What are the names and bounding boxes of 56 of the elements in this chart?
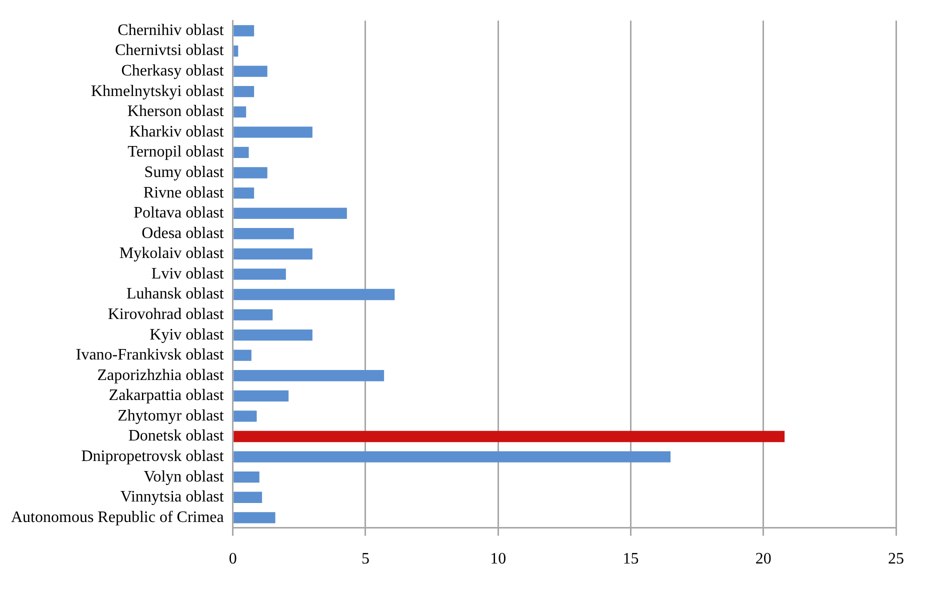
y-tick-label: Zaporizhzhia oblast <box>97 366 224 384</box>
bar <box>234 86 254 98</box>
y-tick-label: Sumy oblast <box>144 164 224 181</box>
y-tick-label: Dnipropetrovsk oblast <box>81 448 224 465</box>
x-tick-label: 25 <box>888 550 904 568</box>
y-tick-label: Autonomous Republic of Crimea <box>11 508 224 526</box>
x-tick-label: 10 <box>490 550 506 568</box>
y-tick-label: Kyiv oblast <box>150 326 224 344</box>
bar <box>234 45 238 57</box>
y-tick-label: Lviv oblast <box>151 265 224 282</box>
y-tick-label: Mykolaiv oblast <box>119 245 224 262</box>
y-tick-label: Kharkiv oblast <box>129 123 224 140</box>
bar <box>234 248 312 260</box>
y-tick-label: Zhytomyr oblast <box>118 407 224 424</box>
bar <box>234 451 671 462</box>
bar <box>234 126 312 138</box>
x-tick-label: 5 <box>361 550 370 568</box>
bar <box>234 472 260 483</box>
y-tick-label: Volyn oblast <box>144 468 224 486</box>
y-tick-label: Rivne oblast <box>143 184 224 202</box>
y-tick-label: Ivano-Frankivsk oblast <box>76 346 224 364</box>
y-tick-label: Khmelnytskyi oblast <box>90 82 224 100</box>
y-tick-label: Donetsk oblast <box>128 428 224 445</box>
y-tick-label: Odesa oblast <box>142 224 224 242</box>
bar <box>234 288 395 300</box>
bar <box>234 350 252 361</box>
bar <box>234 268 286 280</box>
bar <box>234 370 384 382</box>
bar <box>234 512 276 524</box>
bar <box>234 66 268 77</box>
bar <box>234 410 257 422</box>
y-tick-label: Chernivtsi oblast <box>114 42 224 60</box>
x-tick-label: 15 <box>622 550 639 568</box>
y-tick-label: Kherson oblast <box>127 103 224 120</box>
bar <box>234 390 289 402</box>
bar <box>234 492 262 503</box>
x-tick-label: 0 <box>228 550 237 568</box>
bar <box>234 309 273 320</box>
bar <box>234 228 294 240</box>
bar <box>234 25 254 36</box>
bar <box>234 146 249 158</box>
x-tick-label: 20 <box>755 550 772 568</box>
bar <box>234 106 246 118</box>
y-tick-label: Poltava oblast <box>134 204 224 222</box>
y-tick-label: Vinnytsia oblast <box>120 488 224 506</box>
y-tick-label: Luhansk oblast <box>126 286 224 303</box>
y-tick-label: Cherkasy oblast <box>121 62 224 80</box>
bar <box>234 208 347 219</box>
bar <box>234 430 785 442</box>
bar <box>234 187 254 199</box>
y-tick-label: Zakarpattia oblast <box>108 387 224 404</box>
y-tick-label: Kirovohrad oblast <box>108 306 224 323</box>
bar <box>234 329 312 341</box>
bar <box>234 167 268 178</box>
y-tick-label: Ternopil oblast <box>128 144 224 161</box>
y-tick-label: Chernihiv oblast <box>118 22 224 39</box>
